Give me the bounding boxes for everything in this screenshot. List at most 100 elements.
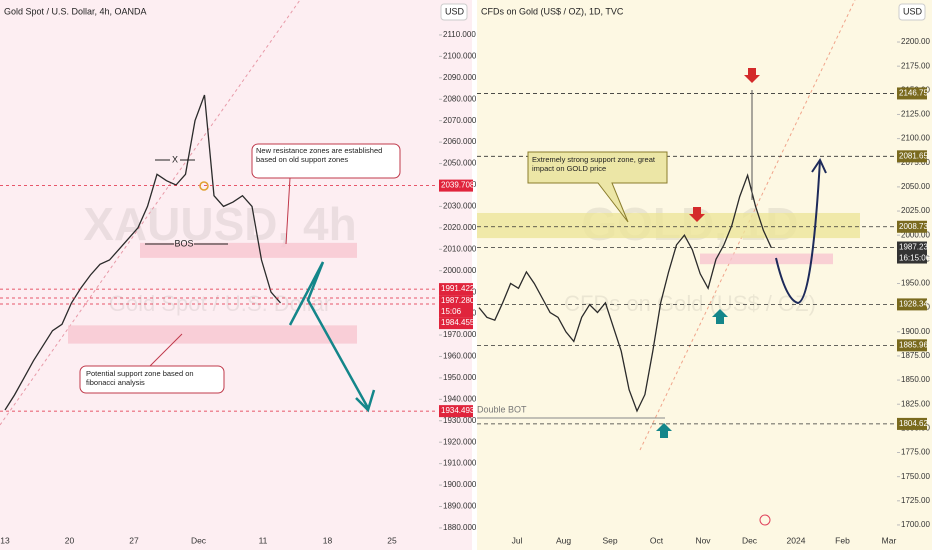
pivot-circle xyxy=(199,181,209,191)
watermark: XAUUSD, 4h xyxy=(83,198,356,250)
price-tag-label: 2081.65 xyxy=(899,151,928,160)
panel-title: Gold Spot / U.S. Dollar, 4h, OANDA xyxy=(4,6,147,16)
x-tick-label: Dec xyxy=(742,535,758,545)
price-tag xyxy=(897,220,927,233)
price-tag xyxy=(897,339,927,352)
note: Extremely strong support zone, great imp… xyxy=(532,155,655,173)
up-arrow xyxy=(656,423,672,438)
left-panel xyxy=(0,0,472,550)
zone xyxy=(477,212,860,239)
down-arrow xyxy=(689,207,705,222)
y-tick-label: 1725.00 xyxy=(901,496,930,505)
logo xyxy=(759,514,771,526)
y-tick-label: 2090.000 xyxy=(443,73,477,82)
note-box xyxy=(79,365,225,394)
y-tick-label: 1880.000 xyxy=(443,523,477,532)
y-tick-label: 1920.000 xyxy=(443,437,477,446)
y-tick-label: 2080.000 xyxy=(443,94,477,103)
currency-box xyxy=(898,3,926,21)
panel-title: CFDs on Gold (US$ / OZ), 1D, TVC xyxy=(481,6,624,16)
trend-line xyxy=(0,0,301,426)
price-tag-label: 2008.73 xyxy=(899,222,928,231)
price-tag-label: 1991.422 xyxy=(441,284,475,293)
note-text: New resistance zones are established bas… xyxy=(256,146,383,164)
x-tick-label: 18 xyxy=(323,535,333,545)
y-tick-label: 1930.000 xyxy=(443,416,477,425)
trend-line xyxy=(639,0,856,451)
x-tick-label: Nov xyxy=(695,535,711,545)
price-tag-label: 1987.280 xyxy=(441,296,475,305)
note-pointer xyxy=(285,177,291,245)
x-tick-label: Aug xyxy=(556,535,571,545)
watermark-sub: CFDs on Gold (US$ / OZ) xyxy=(564,291,816,316)
zone xyxy=(68,325,357,344)
y-tick-label: 1875.00 xyxy=(901,351,930,360)
price-tag xyxy=(439,295,473,318)
y-tick-label: 2020.000 xyxy=(443,223,477,232)
price-tag-label: 1934.493 xyxy=(441,406,475,415)
y-tick-label: 1950.00 xyxy=(901,279,930,288)
y-tick-label: 1970.000 xyxy=(443,330,477,339)
right-panel xyxy=(477,0,932,550)
projection-arrow xyxy=(355,389,376,413)
note: Potential support zone based on fibonacc… xyxy=(86,369,194,387)
currency-box xyxy=(440,3,468,21)
x-tick-label: Sep xyxy=(602,535,617,545)
y-tick-label: 2000.000 xyxy=(443,266,477,275)
double-bot-label: Double BOT xyxy=(477,404,527,414)
x-tick-label: Dec xyxy=(191,535,207,545)
y-tick-label: 2100.00 xyxy=(901,134,930,143)
price-tag xyxy=(897,298,927,311)
x-tick-label: 13 xyxy=(0,535,10,545)
price-tag-label: 1885.96 xyxy=(899,340,928,349)
price-tag-label: 2146.75 xyxy=(899,89,928,98)
currency: USD xyxy=(445,6,465,16)
x-tick-label: Feb xyxy=(835,535,850,545)
countdown: 15:06 xyxy=(441,307,462,316)
x-tick-label: 20 xyxy=(65,535,75,545)
note-text: Potential support zone based on fibonacc… xyxy=(86,369,194,387)
y-tick-label: 1900.000 xyxy=(443,480,477,489)
y-tick-label: 2025.00 xyxy=(901,206,930,215)
price-tag-label: 1928.34 xyxy=(899,300,928,309)
y-tick-label: 2060.000 xyxy=(443,137,477,146)
price-tag xyxy=(439,405,473,418)
y-tick-label: 1825.00 xyxy=(901,399,930,408)
x-label: X xyxy=(172,154,178,164)
price-tag xyxy=(439,179,473,192)
watermark-sub: Gold Spot / U.S. Dollar xyxy=(109,291,332,316)
note-text: Extremely strong support zone, great imp… xyxy=(532,155,655,173)
y-tick-label: 1750.00 xyxy=(901,472,930,481)
y-tick-label: 1910.000 xyxy=(443,459,477,468)
y-tick-label: 2075.00 xyxy=(901,158,930,167)
y-tick-label: 1960.000 xyxy=(443,352,477,361)
note-box xyxy=(527,151,668,223)
price-tag-label: 1984.455 xyxy=(441,318,475,327)
price-tag-label: 1987.23 xyxy=(899,243,928,252)
up-arrow xyxy=(712,309,728,324)
divider xyxy=(472,0,477,550)
price-tag xyxy=(897,417,927,430)
projection xyxy=(288,261,370,409)
x-tick-label: Oct xyxy=(650,535,664,545)
price-tag-label: 2039.708 xyxy=(441,181,475,190)
y-tick-label: 2070.000 xyxy=(443,116,477,125)
y-tick-label: 2200.00 xyxy=(901,37,930,46)
y-tick-label: 2050.00 xyxy=(901,182,930,191)
countdown: 16:15:06 xyxy=(899,254,931,263)
y-tick-label: 2010.000 xyxy=(443,244,477,253)
y-tick-label: 1775.00 xyxy=(901,448,930,457)
y-tick-label: 1950.000 xyxy=(443,373,477,382)
projection xyxy=(775,159,821,305)
y-tick-label: 2110.000 xyxy=(443,30,476,39)
price-tag xyxy=(897,87,927,100)
y-tick-label: 1890.000 xyxy=(443,502,477,511)
price-tag xyxy=(439,283,473,296)
x-tick-label: 2024 xyxy=(787,535,806,545)
x-tick-label: Jul xyxy=(512,535,523,545)
y-tick-label: 2000.00 xyxy=(901,230,930,239)
price-tag xyxy=(439,317,473,330)
y-tick-label: 1850.00 xyxy=(901,375,930,384)
bos-label: BOS xyxy=(174,238,193,248)
